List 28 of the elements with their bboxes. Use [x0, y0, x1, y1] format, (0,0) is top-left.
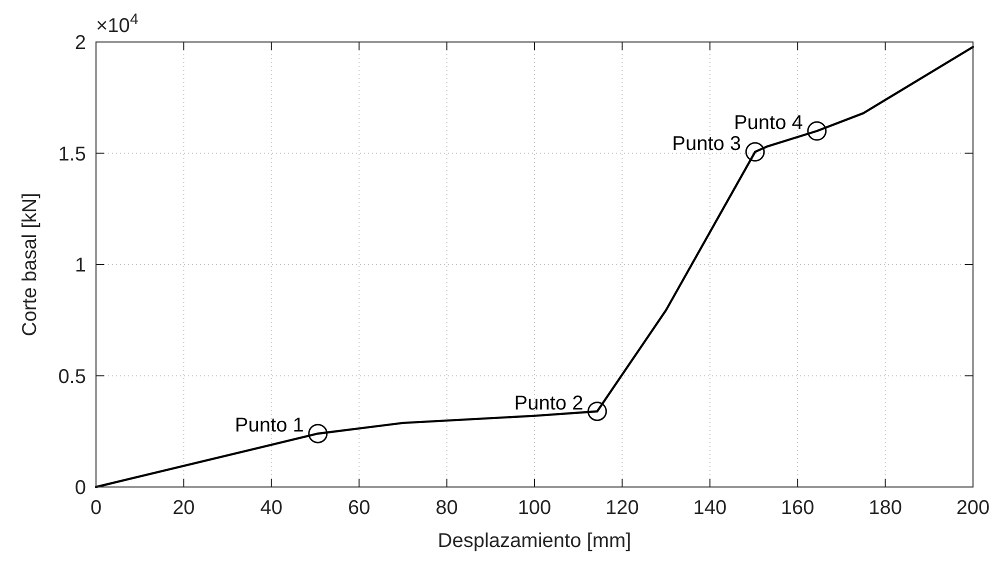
point [587, 402, 607, 422]
point [745, 142, 765, 162]
y-tick-label: 2 [74, 32, 86, 54]
x-tick-label: 120 [606, 497, 639, 519]
x-tick-label: 80 [436, 497, 458, 519]
text: ×10$^{4}$ [96, 10, 138, 37]
y-tick-label: 0 [74, 477, 86, 499]
line-series [94, 46, 974, 488]
x-tick-label: 60 [348, 497, 370, 519]
x-tick-label: 20 [172, 497, 195, 519]
y-tick-label: 1.5 [58, 143, 86, 166]
x-tick-label: 40 [260, 497, 283, 519]
annotation: Punto 1 [234, 414, 304, 437]
y-tick-label: 1 [74, 254, 86, 276]
x-tick-label: 180 [868, 497, 902, 519]
x-tick-label: 200 [956, 497, 990, 519]
x-tick-label: 0 [90, 497, 102, 519]
point [807, 121, 827, 141]
annotation: Punto 3 [672, 132, 742, 155]
x-tick-label: 100 [518, 497, 552, 519]
point [308, 424, 328, 444]
y-axis-title: Corte basal [kN] [19, 192, 41, 336]
x-tick-label: 160 [780, 497, 814, 519]
x-tick-label: 140 [693, 497, 727, 519]
x-axis-title: Desplazamiento [mm] [438, 530, 632, 552]
annotation: Punto 2 [514, 392, 584, 414]
y-tick-label: 0.5 [58, 366, 86, 388]
annotation: Punto 4 [734, 112, 803, 134]
